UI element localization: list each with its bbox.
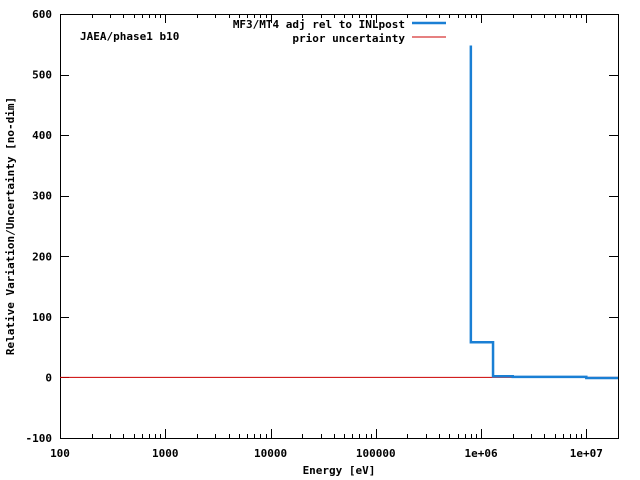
x-tick-label: 1e+06 <box>464 447 497 460</box>
y-tick-label: 600 <box>32 8 52 21</box>
y-tick-label: 0 <box>45 371 52 384</box>
x-tick-label: 1e+07 <box>570 447 603 460</box>
y-tick-label: 300 <box>32 190 52 203</box>
series-layer <box>60 45 618 380</box>
x-axis-label: Energy [eV] <box>303 464 376 477</box>
x-tick-label: 100000 <box>356 447 396 460</box>
y-tick-label: -100 <box>26 432 53 445</box>
legend: MF3/MT4 adj rel to INLpost prior uncerta… <box>233 18 446 45</box>
y-tick-label: 100 <box>32 311 52 324</box>
x-tick-label: 100 <box>50 447 70 460</box>
y-axis-label: Relative Variation/Uncertainty [no-dim] <box>4 97 17 355</box>
legend-label-1: prior uncertainty <box>292 32 405 45</box>
annotation-label: JAEA/phase1 b10 <box>80 30 179 43</box>
x-tick-label: 10000 <box>254 447 287 460</box>
y-tick-label: 200 <box>32 250 52 263</box>
axis-ticks <box>60 14 618 439</box>
y-tick-label: 500 <box>32 69 52 82</box>
plot-frame <box>60 14 619 439</box>
y-tick-label: 400 <box>32 129 52 142</box>
x-tick-label: 1000 <box>152 447 179 460</box>
series-line-0 <box>469 45 618 380</box>
axis-tick-labels: -100 0 100 200 300 400 500 600 100 1000 10000 10000… <box>26 8 603 460</box>
legend-label-0: MF3/MT4 adj rel to INLpost <box>233 18 405 31</box>
